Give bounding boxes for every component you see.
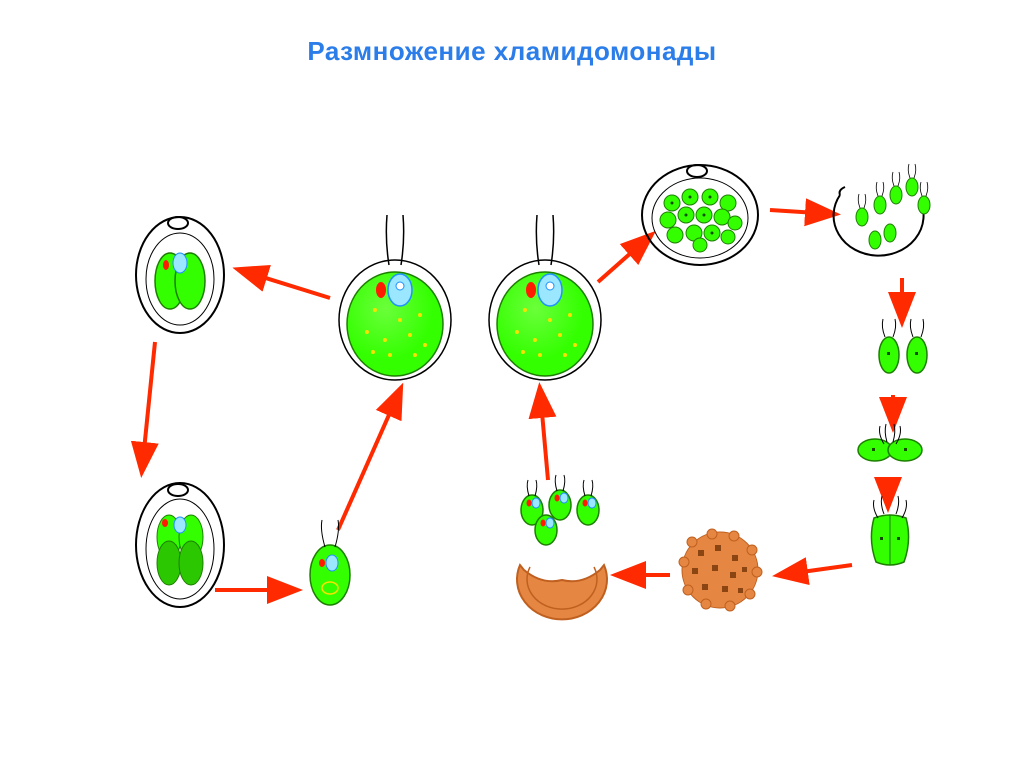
diagram-canvas xyxy=(0,0,1024,767)
arrows-group xyxy=(142,210,902,590)
stage-many-spores xyxy=(642,165,758,265)
adult-cell-right xyxy=(489,215,601,380)
stage-pair-horizontal xyxy=(858,424,922,461)
stage-two-spores xyxy=(136,217,224,333)
stage-pair-vertical xyxy=(879,319,927,373)
stage-fused xyxy=(871,496,908,565)
stage-rupture xyxy=(834,164,930,256)
stage-released-cells xyxy=(521,475,599,545)
stage-shell-release xyxy=(517,565,607,619)
adult-cell-left xyxy=(339,215,451,380)
stage-cyst xyxy=(679,529,762,611)
stage-young-cell xyxy=(310,520,350,605)
stage-four-spores xyxy=(136,483,224,607)
